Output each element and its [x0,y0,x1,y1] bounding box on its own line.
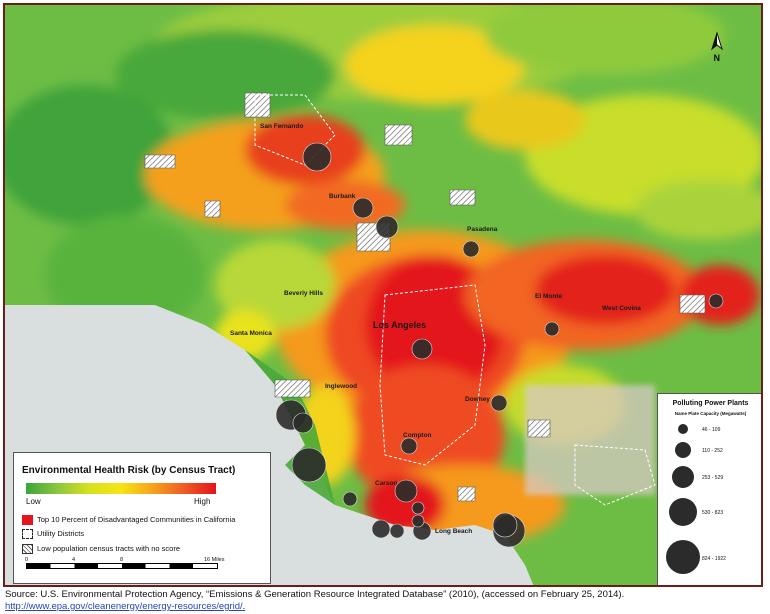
source-link-url[interactable]: http://www.epa.gov/cleanenergy/energy-re… [5,601,243,612]
plant-class-label: 110 - 252 [702,448,723,454]
city-labels: San Fernando Burbank Pasadena Beverly Hi… [230,123,641,535]
source-link[interactable]: http://www.epa.gov/cleanenergy/energy-re… [5,601,245,612]
power-plants [275,142,724,548]
power-plant [389,523,405,539]
power-plant [342,491,358,507]
plant-size-icon [669,498,697,526]
city-beverly-hills: Beverly Hills [284,290,323,297]
plants-legend-subtitle: Name Plate Capacity (Megawatts) [674,411,747,416]
legend-item-top10: Top 10 Percent of Disadvantaged Communit… [22,514,235,525]
plant-class-label: 530 - 823 [702,510,724,516]
power-plant [394,479,418,503]
plant-size-icon [672,466,694,488]
source-link-suffix: . [242,601,246,612]
plant-size-icon [666,540,700,574]
power-plant [411,514,425,528]
city-long-beach: Long Beach [435,528,472,535]
plants-legend-title: Polluting Power Plants [672,400,749,407]
scale-tick: 16 Miles [204,557,225,563]
plant-size-icon [675,442,691,458]
city-inglewood: Inglewood [325,383,357,390]
red-square-icon [22,514,33,525]
city-downey: Downey [465,396,490,403]
power-plant [462,240,480,258]
source-citation: Source: U.S. Environmental Protection Ag… [5,589,625,600]
scale-bar [26,563,218,569]
hatched-square-icon [22,543,33,554]
city-santa-monica: Santa Monica [230,330,272,337]
power-plant [352,197,374,219]
legend-item-label: Low population census tracts with no sco… [37,544,180,553]
east-terrain [525,385,655,495]
scale-tick: 0 [25,557,29,563]
map-legend: Environmental Health Risk (by Census Tra… [13,452,271,584]
city-el-monte: El Monte [535,293,562,300]
map-canvas[interactable]: San Fernando Burbank Pasadena Beverly Hi… [5,5,763,587]
power-plant [411,501,425,515]
power-plants-legend: Polluting Power Plants Name Plate Capaci… [657,393,761,585]
city-los-angeles: Los Angeles [373,320,426,330]
legend-title: Environmental Health Risk (by Census Tra… [22,465,236,476]
power-plant [291,447,327,483]
legend-low-label: Low [26,497,41,506]
legend-item-no-score: Low population census tracts with no sco… [22,543,180,554]
map-frame: San Fernando Burbank Pasadena Beverly Hi… [3,3,763,587]
power-plant [490,394,508,412]
power-plant [411,338,433,360]
risk-color-ramp [26,483,216,494]
plant-class-label: 253 - 529 [702,475,724,481]
power-plant [400,437,418,455]
power-plant [292,412,314,434]
city-burbank: Burbank [329,193,356,200]
legend-high-label: High [194,497,211,506]
plant-size-icon [678,424,688,434]
dashed-outline-icon [22,528,33,539]
city-pasadena: Pasadena [467,226,498,233]
power-plant [375,215,399,239]
legend-item-utility: Utility Districts [22,528,84,539]
city-carson: Carson [375,480,397,487]
city-west-covina: West Covina [602,305,641,312]
north-label: N [714,53,721,63]
scale-tick: 4 [72,557,76,563]
power-plant [492,512,518,538]
plant-class-label: 824 - 1922 [702,556,726,562]
city-san-fernando: San Fernando [260,123,303,130]
power-plant [302,142,332,172]
power-plant [544,321,560,337]
north-arrow-icon: N [711,31,723,63]
legend-item-label: Top 10 Percent of Disadvantaged Communit… [37,515,236,524]
power-plant [371,519,391,539]
city-compton: Compton [403,432,432,439]
power-plant [708,293,724,309]
scale-tick: 8 [120,557,124,563]
plant-class-label: 46 - 109 [702,427,721,433]
no-score-tracts [144,92,706,502]
legend-item-label: Utility Districts [37,529,85,538]
